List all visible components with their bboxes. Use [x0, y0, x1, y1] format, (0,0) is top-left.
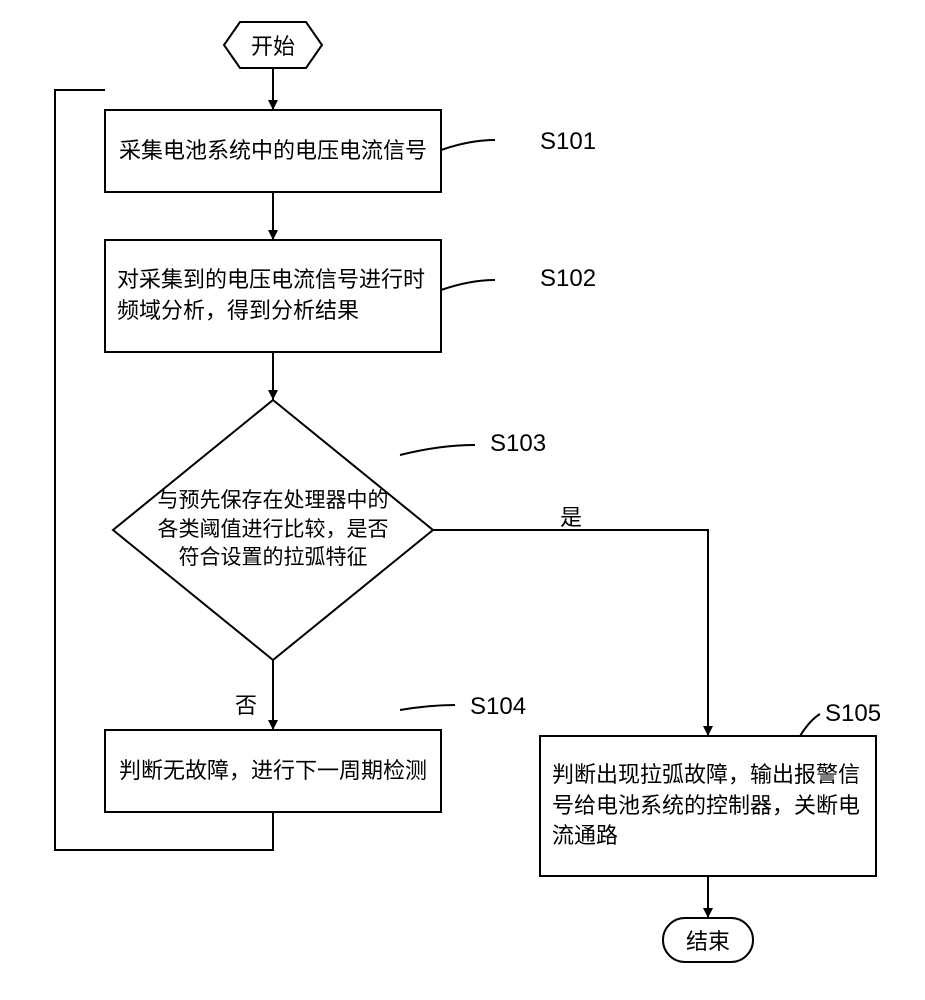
branch-yes: 是	[560, 500, 582, 532]
start-terminator: 开始	[224, 22, 322, 68]
s104-process: 判断无故障，进行下一周期检测	[105, 730, 441, 812]
label-s104: S104	[470, 693, 526, 721]
label-s102: S102	[540, 265, 596, 293]
s103-decision: 与预先保存在处理器中的各类阈值进行比较，是否符合设置的拉弧特征	[150, 440, 396, 620]
leader-s103	[400, 445, 475, 455]
s102-process: 对采集到的电压电流信号进行时频域分析，得到分析结果	[105, 240, 441, 352]
leader-s101	[441, 140, 495, 150]
s105-process: 判断出现拉弧故障，输出报警信号给电池系统的控制器，关断电流通路	[540, 736, 876, 876]
end-terminator: 结束	[663, 918, 753, 962]
branch-no: 否	[235, 688, 257, 720]
label-s105: S105	[825, 700, 881, 728]
s101-process: 采集电池系统中的电压电流信号	[105, 110, 441, 192]
leader-s104	[400, 705, 455, 710]
leader-s105	[800, 714, 820, 736]
label-s103: S103	[490, 430, 546, 458]
leader-s102	[441, 280, 495, 290]
label-s101: S101	[540, 128, 596, 156]
